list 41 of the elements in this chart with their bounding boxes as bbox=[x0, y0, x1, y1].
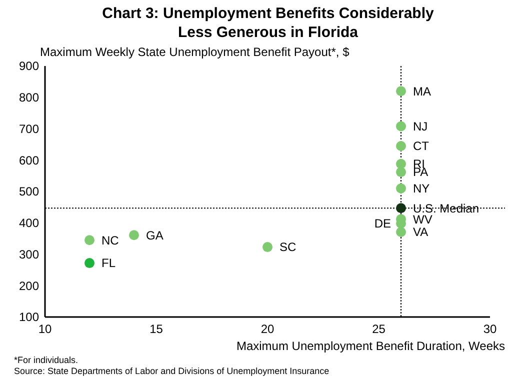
y-tick-label: 900 bbox=[18, 59, 40, 74]
y-tick-label: 800 bbox=[18, 90, 40, 105]
point bbox=[396, 141, 406, 152]
y-tick-label: 200 bbox=[18, 278, 40, 293]
text: *For individuals. bbox=[14, 355, 78, 365]
point bbox=[262, 242, 272, 252]
y-tick-label: 100 bbox=[18, 310, 40, 324]
x-tick-label: 20 bbox=[260, 322, 274, 336]
point bbox=[396, 86, 406, 96]
y-axis-title: Maximum Weekly State Unemployment Benefit Payout*, $ bbox=[40, 45, 350, 59]
annotation: GA bbox=[146, 228, 164, 242]
annotation: CT bbox=[413, 139, 430, 154]
x-tick-label: 30 bbox=[483, 322, 497, 336]
annotation: MA bbox=[413, 84, 431, 98]
annotation: DE bbox=[374, 216, 391, 231]
source-note: Source: State Departments of Labor and Divisions of Unemployment Insurance bbox=[14, 366, 330, 376]
annotation: SC bbox=[280, 240, 297, 254]
x-tick-label: 25 bbox=[372, 322, 386, 336]
annotation: FL bbox=[102, 256, 116, 270]
point bbox=[129, 230, 139, 240]
annotation: NC bbox=[102, 233, 120, 248]
y-tick-label: 400 bbox=[18, 216, 40, 230]
y-tick-label: 300 bbox=[18, 247, 40, 262]
chart-title: Chart 3: Unemployment Benefits Considerably Less Generous in Florida bbox=[102, 5, 435, 41]
annotation: NY bbox=[413, 182, 430, 196]
point bbox=[396, 167, 406, 178]
x-axis-title: Maximum Unemployment Benefit Duration, Weeks bbox=[236, 339, 505, 353]
y-tick-label: 600 bbox=[18, 153, 40, 168]
point bbox=[396, 203, 406, 214]
annotation: VA bbox=[413, 225, 428, 240]
point bbox=[396, 121, 406, 132]
point bbox=[84, 235, 94, 246]
x-tick-label: 15 bbox=[150, 322, 164, 336]
y-tick-label: 500 bbox=[18, 184, 40, 199]
x-tick-label: 10 bbox=[38, 322, 52, 336]
point bbox=[396, 226, 406, 237]
annotation: NJ bbox=[413, 119, 428, 134]
point bbox=[396, 183, 406, 194]
point bbox=[396, 158, 406, 169]
point bbox=[84, 258, 94, 268]
y-tick-label: 700 bbox=[18, 122, 40, 136]
